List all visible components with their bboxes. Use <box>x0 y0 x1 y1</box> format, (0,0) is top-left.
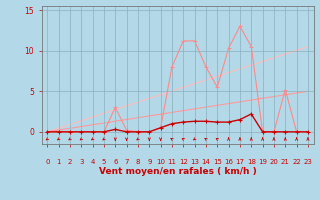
X-axis label: Vent moyen/en rafales ( km/h ): Vent moyen/en rafales ( km/h ) <box>99 167 256 176</box>
